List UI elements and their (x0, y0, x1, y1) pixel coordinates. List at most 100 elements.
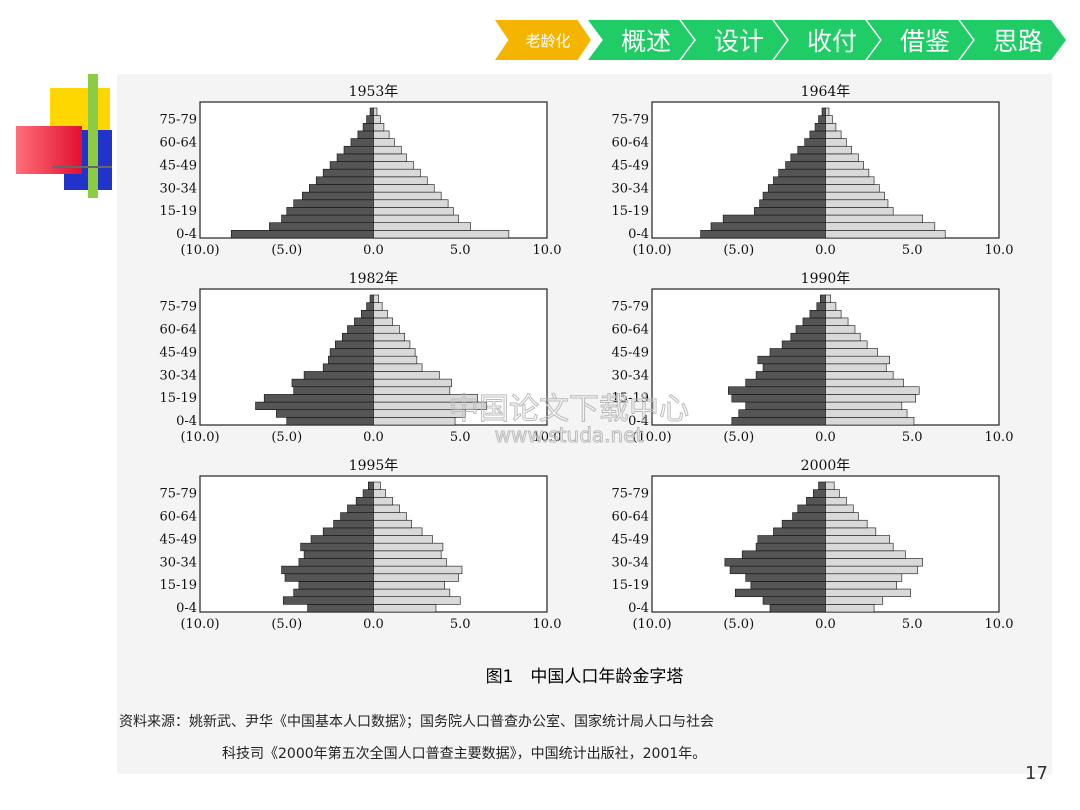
x-tick-label: 0.0 (363, 617, 384, 632)
bar-female-10-14 (373, 588, 451, 598)
bar-male-25-29 (745, 378, 826, 388)
y-tick-label: 75-79 (612, 486, 649, 501)
y-tick-label: 30-34 (612, 181, 649, 196)
y-tick-label: 15-19 (612, 204, 649, 219)
bar-female-65-69 (825, 504, 854, 513)
bar-female-5-9 (373, 596, 461, 605)
y-tick-label: 75-79 (160, 112, 197, 127)
bar-female-15-19 (825, 581, 897, 590)
bar-female-5-9 (373, 222, 471, 231)
bar-female-0-4 (373, 604, 437, 613)
bar-male-55-59 (343, 145, 374, 155)
bar-male-80+ (369, 107, 374, 116)
chart-title: 1982年 (349, 271, 399, 287)
bar-male-5-9 (710, 222, 826, 231)
bar-female-80+ (825, 294, 832, 303)
bar-female-35-39 (825, 550, 906, 559)
bar-male-60-64 (795, 325, 826, 334)
bar-male-20-24 (284, 573, 374, 582)
bar-female-40-44 (373, 542, 444, 552)
bar-female-70-74 (825, 309, 842, 319)
nav-item-payment[interactable]: 收付 (774, 20, 880, 60)
bar-female-45-49 (825, 535, 890, 544)
bar-female-55-59 (825, 332, 861, 342)
bar-male-5-9 (276, 409, 374, 418)
y-tick-label: 45-49 (612, 532, 649, 547)
x-tick-label: 10.0 (533, 617, 562, 632)
chart-title: 1990年 (801, 271, 851, 287)
bar-male-20-24 (759, 199, 826, 208)
bar-female-80+ (373, 107, 378, 116)
y-tick-label: 15-19 (612, 578, 649, 593)
bar-male-70-74 (814, 122, 826, 132)
nav-item-thinking[interactable]: 思路 (960, 20, 1066, 60)
bar-female-75-79 (825, 302, 837, 311)
x-tick-label: 0.0 (815, 243, 836, 258)
bar-female-40-44 (373, 355, 418, 365)
bar-female-40-44 (825, 542, 894, 552)
y-tick-label: 15-19 (160, 391, 197, 406)
bar-female-45-49 (373, 535, 433, 544)
bar-female-15-19 (825, 394, 917, 403)
bar-female-15-19 (825, 207, 894, 216)
bar-male-75-79 (366, 115, 374, 124)
bar-male-55-59 (333, 519, 374, 529)
bar-male-25-29 (302, 191, 374, 201)
bar-female-55-59 (373, 332, 406, 342)
x-tick-label: (5.0) (271, 243, 302, 258)
nav-item-overview[interactable]: 概述 (588, 20, 694, 60)
bar-male-60-64 (792, 512, 826, 521)
bar-female-60-64 (825, 325, 856, 334)
x-tick-label: 10.0 (533, 243, 562, 258)
x-tick-label: (10.0) (180, 430, 219, 445)
y-tick-label: 60-64 (612, 135, 649, 150)
bar-male-0-4 (286, 417, 374, 426)
y-tick-label: 45-49 (160, 345, 197, 360)
nav-item-aging[interactable]: 老龄化 (495, 20, 591, 60)
bar-female-50-54 (373, 153, 407, 162)
figure-caption: 图1 中国人口年龄金字塔 (485, 667, 684, 687)
source-line-2: 科技司《2000年第五次全国人口普查主要数据》，中国统计出版社，2001年。 (222, 746, 707, 762)
bar-female-50-54 (825, 527, 877, 536)
watermark-text: 中国论文下载中心 (449, 392, 689, 427)
bar-female-30-34 (825, 558, 923, 567)
bar-male-20-24 (293, 386, 374, 395)
y-tick-label: 60-64 (612, 509, 649, 524)
x-tick-label: 0.0 (363, 243, 384, 258)
bar-male-5-9 (738, 409, 826, 418)
bar-male-30-34 (303, 371, 374, 380)
x-tick-label: (10.0) (180, 617, 219, 632)
bar-male-50-54 (335, 340, 374, 349)
bar-male-25-29 (762, 191, 826, 201)
chart-title: 1964年 (801, 84, 851, 100)
bar-male-50-54 (781, 340, 826, 349)
bar-male-30-34 (309, 184, 374, 193)
y-tick-label: 45-49 (612, 345, 649, 360)
bar-female-65-69 (825, 317, 849, 326)
bar-male-55-59 (790, 332, 826, 342)
y-tick-label: 30-34 (160, 368, 197, 383)
nav-item-design[interactable]: 设计 (681, 20, 787, 60)
bar-female-70-74 (825, 122, 837, 132)
bar-female-35-39 (825, 363, 887, 372)
bar-female-15-19 (373, 581, 445, 590)
bar-male-25-29 (729, 565, 826, 575)
bar-male-40-44 (328, 355, 374, 365)
bar-female-45-49 (825, 161, 864, 170)
bar-female-40-44 (825, 168, 870, 178)
y-tick-label: 0-4 (628, 414, 649, 429)
bar-male-80+ (367, 481, 374, 490)
bar-female-60-64 (373, 325, 400, 334)
bar-female-20-24 (373, 199, 449, 208)
bar-male-15-19 (286, 207, 374, 216)
x-tick-label: 5.0 (902, 430, 923, 445)
y-tick-label: 30-34 (160, 181, 197, 196)
nav-item-reference[interactable]: 借鉴 (867, 20, 973, 60)
bar-male-70-74 (809, 309, 826, 319)
bar-male-75-79 (362, 489, 374, 498)
bar-female-20-24 (373, 573, 459, 582)
chart-title: 2000年 (801, 458, 851, 474)
bar-male-30-34 (755, 371, 826, 380)
bar-male-65-69 (347, 504, 374, 513)
bar-female-50-54 (373, 340, 411, 349)
